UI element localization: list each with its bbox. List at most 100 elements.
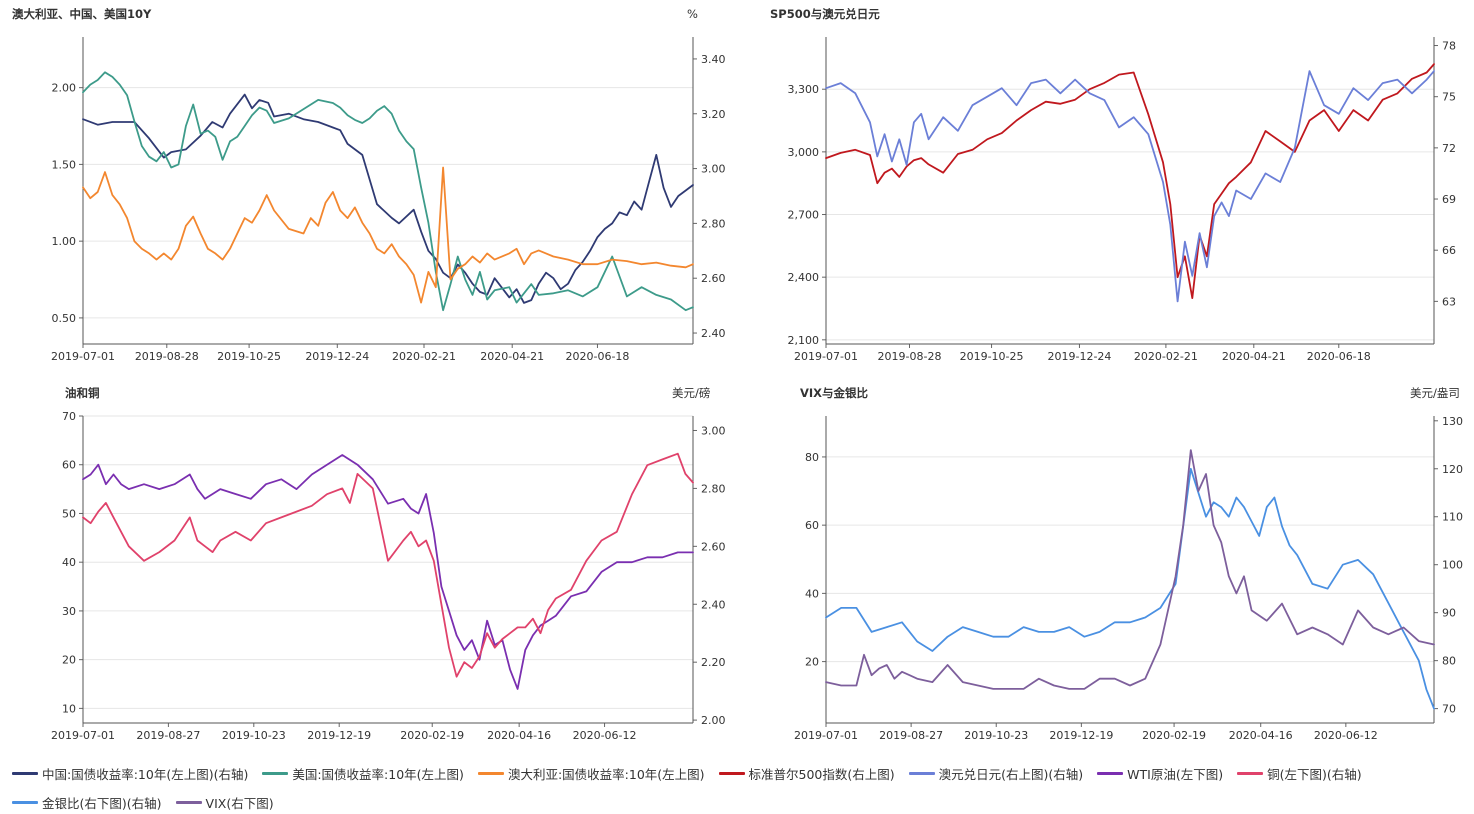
- x-tick-label: 2019-08-27: [879, 729, 943, 742]
- right-tick-label: 3.00: [701, 163, 726, 176]
- right-tick-label: 120: [1442, 463, 1463, 476]
- right-axis-unit: 美元/盎司: [1410, 386, 1460, 400]
- legend: 中国:国债收益率:10年(左上图)(右轴) 美国:国债收益率:10年(左上图) 澳大…: [12, 764, 1467, 812]
- right-tick-label: 78: [1442, 40, 1456, 53]
- chart-panel-sp500_audjpy: SP500与澳元兑日元 2,100 2,400 2,700 3,000 3,300 63 66…: [770, 7, 1456, 363]
- chart-panel-bonds: 澳大利亚、中国、美国10Y % 0.50 1.00 1.50 2.00 2.40 2.60 2.…: [12, 7, 726, 363]
- left-tick-label: 70: [62, 410, 76, 423]
- legend-item: 美国:国债收益率:10年(左上图): [262, 764, 464, 783]
- legend-item: WTI原油(左下图): [1097, 764, 1223, 783]
- x-tick-label: 2020-06-18: [565, 350, 629, 363]
- legend-swatch: [477, 772, 504, 775]
- left-tick-label: 60: [805, 519, 819, 532]
- legend-item: 中国:国债收益率:10年(左上图)(右轴): [12, 764, 248, 783]
- right-tick-label: 69: [1442, 193, 1456, 206]
- left-tick-label: 2,100: [788, 334, 820, 347]
- left-tick-label: 30: [62, 605, 76, 618]
- left-tick-label: 60: [62, 459, 76, 472]
- right-tick-label: 72: [1442, 142, 1456, 155]
- legend-item: 澳元兑日元(右上图)(右轴): [908, 764, 1084, 783]
- right-tick-label: 3.20: [701, 108, 726, 121]
- x-tick-label: 2020-04-16: [487, 729, 551, 742]
- legend-item: 标准普尔500指数(右上图): [718, 764, 895, 783]
- right-tick-label: 80: [1442, 655, 1456, 668]
- right-tick-label: 66: [1442, 244, 1456, 257]
- left-tick-label: 50: [62, 507, 76, 520]
- right-tick-label: 63: [1442, 295, 1456, 308]
- x-tick-label: 2020-02-21: [1134, 350, 1198, 363]
- legend-label: VIX(右下图): [205, 796, 274, 811]
- right-tick-label: 75: [1442, 91, 1456, 104]
- legend-item: VIX(右下图): [175, 793, 274, 812]
- legend-swatch: [175, 801, 202, 804]
- legend-label: 澳大利亚:国债收益率:10年(左上图): [507, 767, 705, 782]
- series-line-3-0: [825, 467, 1435, 710]
- x-tick-label: 2020-02-21: [392, 350, 456, 363]
- x-tick-label: 2019-10-25: [217, 350, 281, 363]
- right-tick-label: 2.80: [701, 482, 726, 495]
- left-tick-label: 1.50: [52, 158, 77, 171]
- series-line-0-2: [82, 166, 694, 304]
- legend-label: 澳元兑日元(右上图)(右轴): [938, 767, 1084, 782]
- right-tick-label: 2.40: [701, 327, 726, 340]
- right-tick-label: 90: [1442, 607, 1456, 620]
- right-tick-label: 130: [1442, 415, 1463, 428]
- left-tick-label: 10: [62, 702, 76, 715]
- right-tick-label: 2.80: [701, 217, 726, 230]
- legend-label: 中国:国债收益率:10年(左上图)(右轴): [42, 767, 249, 782]
- x-tick-label: 2019-07-01: [794, 729, 858, 742]
- right-tick-label: 3.00: [701, 424, 726, 437]
- legend-item: 澳大利亚:国债收益率:10年(左上图): [477, 764, 705, 783]
- x-tick-label: 2019-10-23: [964, 729, 1028, 742]
- legend-label: WTI原油(左下图): [1127, 767, 1224, 782]
- x-tick-label: 2019-07-01: [51, 350, 115, 363]
- right-tick-label: 3.40: [701, 53, 726, 66]
- x-tick-label: 2019-10-25: [960, 350, 1024, 363]
- legend-swatch: [262, 772, 289, 775]
- series-line-2-1: [82, 452, 694, 678]
- x-tick-label: 2019-10-23: [222, 729, 286, 742]
- chart-title: 油和铜: [65, 386, 100, 400]
- x-tick-label: 2019-12-24: [1047, 350, 1111, 363]
- x-tick-label: 2019-12-24: [305, 350, 369, 363]
- legend-swatch: [908, 772, 935, 775]
- left-tick-label: 20: [805, 656, 819, 669]
- legend-swatch: [12, 772, 38, 775]
- left-tick-label: 40: [805, 587, 819, 600]
- legend-label: 金银比(右下图)(右轴): [42, 796, 162, 811]
- legend-label: 铜(左下图)(右轴): [1267, 767, 1362, 782]
- right-tick-label: 2.20: [701, 656, 726, 669]
- left-tick-label: 80: [805, 451, 819, 464]
- x-tick-label: 2019-12-19: [1049, 729, 1113, 742]
- x-tick-label: 2019-08-27: [136, 729, 200, 742]
- left-tick-label: 3,300: [788, 83, 820, 96]
- x-tick-label: 2020-04-16: [1229, 729, 1293, 742]
- x-tick-label: 2020-02-19: [1142, 729, 1206, 742]
- right-axis-unit: %: [687, 7, 698, 21]
- x-tick-label: 2019-08-28: [878, 350, 942, 363]
- legend-item: 金银比(右下图)(右轴): [12, 793, 162, 812]
- series-line-0-0: [82, 93, 694, 304]
- right-tick-label: 2.60: [701, 272, 726, 285]
- x-tick-label: 2020-02-19: [400, 729, 464, 742]
- x-tick-label: 2019-12-19: [307, 729, 371, 742]
- right-axis-unit: 美元/磅: [672, 386, 710, 400]
- x-tick-label: 2020-06-12: [1314, 729, 1378, 742]
- chart-panel-oil_copper: 油和铜 美元/磅 10 20 30 40 50 60 70 2.00 2.20 2.40 2.60 2.8…: [51, 386, 725, 742]
- legend-swatch: [1097, 772, 1124, 775]
- series-line-3-1: [825, 449, 1435, 690]
- x-tick-label: 2019-07-01: [794, 350, 858, 363]
- legend-row: 中国:国债收益率:10年(左上图)(右轴) 美国:国债收益率:10年(左上图) 澳大…: [12, 764, 1467, 812]
- right-tick-label: 2.40: [701, 598, 726, 611]
- x-tick-label: 2020-04-21: [1222, 350, 1286, 363]
- legend-item: 铜(左下图)(右轴): [1237, 764, 1362, 783]
- x-tick-label: 2019-08-28: [135, 350, 199, 363]
- x-tick-label: 2020-06-18: [1307, 350, 1371, 363]
- x-tick-label: 2019-07-01: [51, 729, 115, 742]
- right-tick-label: 2.60: [701, 540, 726, 553]
- x-tick-label: 2020-04-21: [480, 350, 544, 363]
- legend-swatch: [718, 772, 745, 775]
- left-tick-label: 40: [62, 556, 76, 569]
- right-tick-label: 70: [1442, 703, 1456, 716]
- series-line-1-0: [825, 63, 1435, 300]
